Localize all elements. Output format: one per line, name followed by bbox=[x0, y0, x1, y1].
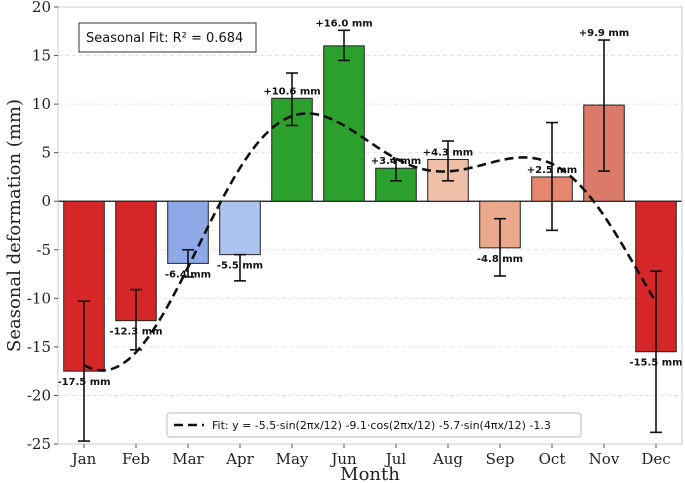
bar-value-label: +2.5 mm bbox=[527, 165, 577, 176]
y-tick-label: -15 bbox=[27, 338, 51, 356]
y-tick-label: -10 bbox=[27, 289, 51, 307]
bar-value-label: -17.5 mm bbox=[57, 377, 110, 388]
bar-value-label: +9.9 mm bbox=[579, 28, 629, 39]
x-tick-label: Dec bbox=[641, 450, 670, 468]
y-tick-label: -20 bbox=[27, 386, 51, 404]
y-tick-label: 10 bbox=[32, 95, 51, 113]
bars bbox=[63, 45, 677, 372]
bar-value-label: -15.5 mm bbox=[629, 358, 682, 369]
x-tick-label: Apr bbox=[225, 450, 254, 468]
x-tick-label: Jul bbox=[384, 450, 407, 468]
bar-value-label: -4.8 mm bbox=[477, 254, 523, 265]
x-tick-label: Sep bbox=[486, 450, 515, 468]
x-axis-ticks: Jan Feb Mar Apr May Jun Jul Aug Sep Oct Nov Dec bbox=[70, 444, 671, 468]
y-tick-label: 0 bbox=[41, 192, 51, 210]
bar-value-label: -5.5 mm bbox=[217, 261, 263, 272]
y-tick-label: 5 bbox=[41, 144, 51, 162]
x-axis-title: Month bbox=[340, 464, 400, 483]
x-tick-label: Oct bbox=[539, 450, 566, 468]
bar-value-label: +10.6 mm bbox=[263, 86, 320, 97]
fit-annotation-box: Seasonal Fit: R² = 0.684 bbox=[78, 22, 257, 53]
y-tick-label: 15 bbox=[32, 47, 51, 65]
x-tick-label: Jun bbox=[329, 450, 357, 468]
bar-value-label: -6.4 mm bbox=[165, 269, 211, 280]
x-tick-label: Jan bbox=[70, 450, 97, 468]
y-axis-ticks: -25 -20 -15 -10 -5 0 5 10 15 20 bbox=[27, 0, 58, 453]
y-tick-label: -25 bbox=[27, 435, 51, 453]
bar-value-label: +3.4 mm bbox=[371, 156, 421, 167]
bar-value-label: +4.3 mm bbox=[423, 147, 473, 158]
bar-jun bbox=[323, 45, 365, 202]
bar-value-label: +16.0 mm bbox=[315, 18, 372, 29]
bar-labels: -17.5 mm -12.3 mm -6.4 mm -5.5 mm +10.6 mm +1… bbox=[57, 18, 682, 388]
bar-apr bbox=[219, 200, 261, 256]
x-tick-label: Nov bbox=[589, 450, 620, 468]
bar-value-label: -12.3 mm bbox=[109, 327, 162, 338]
y-tick-label: 20 bbox=[32, 0, 51, 16]
x-tick-label: Mar bbox=[172, 450, 204, 468]
x-tick-label: May bbox=[276, 450, 309, 468]
x-tick-label: Feb bbox=[122, 450, 150, 468]
fit-curve bbox=[83, 112, 658, 372]
y-axis-title: Seasonal deformation (mm) bbox=[4, 99, 25, 352]
legend: Fit: y = -5.5·sin(2πx/12) -9.1·cos(2πx/1… bbox=[166, 412, 582, 438]
legend-fit-label: Fit: y = -5.5·sin(2πx/12) -9.1·cos(2πx/1… bbox=[212, 419, 551, 432]
y-tick-label: -5 bbox=[36, 241, 51, 259]
error-bars bbox=[78, 29, 662, 442]
fit-annotation-text: Seasonal Fit: R² = 0.684 bbox=[86, 31, 243, 46]
plot-frame bbox=[57, 6, 683, 445]
x-tick-label: Aug bbox=[432, 450, 463, 468]
